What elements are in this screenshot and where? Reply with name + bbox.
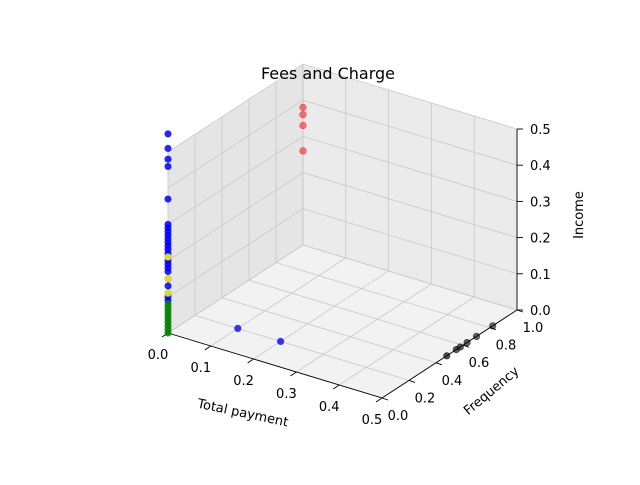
tick-labels: 0.0 0.1 0.2 0.3 0.4 0.5 0.0 0.2 0.4 0.6 0.8 1.0 0.0 0… bbox=[148, 123, 551, 428]
data-point-series-0 bbox=[164, 195, 172, 203]
side-pane bbox=[168, 64, 303, 333]
data-point-series-4 bbox=[452, 346, 460, 354]
z-tick-label: 0.4 bbox=[530, 159, 551, 174]
chart-title: Fees and Charge bbox=[261, 64, 395, 83]
data-point-series-0 bbox=[164, 130, 172, 138]
x-tick bbox=[332, 384, 340, 390]
data-point-series-0 bbox=[164, 282, 172, 290]
x-tick bbox=[204, 345, 212, 351]
z-tick-label: 0.0 bbox=[530, 304, 551, 319]
y-tick bbox=[381, 397, 389, 401]
data-point-series-1 bbox=[164, 289, 172, 297]
y-tick-label: 0.4 bbox=[442, 374, 463, 389]
data-point-series-0 bbox=[164, 155, 172, 163]
x-tick-label: 0.4 bbox=[319, 400, 340, 415]
y-axis-label: Frequency bbox=[461, 364, 522, 419]
y-tick-label: 0.2 bbox=[415, 391, 436, 406]
y-tick-label: 0.6 bbox=[469, 356, 490, 371]
data-point-series-0 bbox=[164, 267, 172, 276]
x-tick-label: 0.1 bbox=[190, 361, 211, 376]
y-tick-label: 0.8 bbox=[496, 339, 517, 354]
x-tick-label: 0.0 bbox=[148, 348, 169, 363]
z-gridline bbox=[167, 172, 518, 261]
x-tick-label: 0.5 bbox=[362, 413, 383, 428]
z-gridline bbox=[167, 244, 518, 334]
data-point-series-0 bbox=[277, 337, 285, 346]
data-point-series-3 bbox=[299, 111, 307, 119]
data-point-series-4 bbox=[443, 352, 451, 360]
z-gridline bbox=[167, 208, 518, 298]
z-axis-label: Income bbox=[572, 191, 587, 239]
data-points bbox=[164, 103, 497, 360]
data-point-series-0 bbox=[164, 144, 172, 152]
x-axis-line bbox=[167, 332, 383, 399]
y-tick bbox=[408, 379, 416, 383]
y-tick-label: 1.0 bbox=[523, 321, 544, 336]
y-tick bbox=[462, 344, 470, 348]
back-pane bbox=[303, 64, 517, 310]
data-point-series-0 bbox=[164, 162, 172, 171]
z-tick-label: 0.3 bbox=[530, 195, 551, 210]
data-point-series-4 bbox=[489, 322, 497, 330]
data-point-series-3 bbox=[299, 103, 307, 111]
data-point-series-0 bbox=[234, 324, 242, 333]
z-gridline bbox=[167, 99, 518, 189]
x-tick-label: 0.2 bbox=[233, 374, 254, 389]
data-point-series-4 bbox=[472, 332, 481, 341]
floor-pane bbox=[168, 245, 517, 398]
data-point-series-3 bbox=[299, 121, 307, 130]
z-gridline bbox=[167, 63, 518, 153]
data-point-series-3 bbox=[299, 147, 307, 155]
z-tick-label: 0.2 bbox=[530, 232, 551, 247]
z-tick-label: 0.5 bbox=[530, 123, 551, 138]
data-point-series-1 bbox=[164, 275, 172, 283]
x-tick bbox=[290, 371, 297, 377]
data-point-series-4 bbox=[463, 339, 471, 347]
axis-panes bbox=[168, 64, 517, 398]
x-tick-label: 0.3 bbox=[276, 387, 297, 402]
data-point-series-1 bbox=[164, 253, 172, 261]
z-tick-label: 0.1 bbox=[530, 268, 551, 283]
x-tick bbox=[247, 358, 254, 364]
x-tick bbox=[375, 397, 383, 403]
data-point-series-2 bbox=[164, 329, 172, 337]
y-tick-label: 0.0 bbox=[388, 409, 409, 424]
z-gridline bbox=[167, 135, 518, 225]
y-tick bbox=[435, 362, 443, 366]
